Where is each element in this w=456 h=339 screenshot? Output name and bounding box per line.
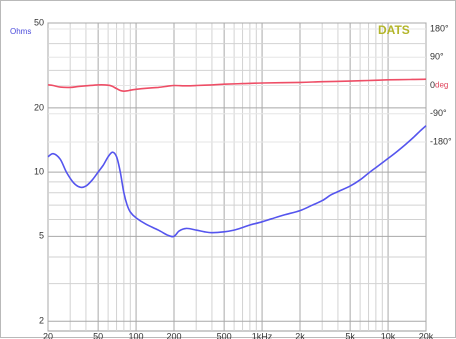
right-tick-label: 0deg [430,80,448,90]
x-tick-label: 20k [419,331,434,339]
plot-area [47,22,427,332]
magnitude-line [47,125,427,238]
right-tick-label: 180° [430,23,449,33]
x-tick-label: 2k [295,331,305,339]
right-tick-label: -180° [430,136,452,146]
grid [47,22,427,331]
left-tick-label: 50 [34,17,44,27]
x-tick-label: 100 [129,331,144,339]
left-tick-label: 5 [39,231,44,241]
series-lines [47,78,427,238]
right-tick-label: 90° [430,52,444,62]
right-axis-unit: deg [435,81,448,90]
left-tick-label: 20 [34,102,44,112]
phase-line [47,78,427,92]
left-axis-unit: Ohms [10,27,31,36]
x-tick-labels: 20 50 100 200 500 1kHz 2k 5k 10k 20k [43,331,434,339]
right-tick-labels: 180° 90° 0deg -90° -180° [430,23,452,146]
x-tick-label: 1kHz [252,331,273,339]
x-tick-label: 20 [43,331,53,339]
left-tick-labels: 50 20 10 5 2 [34,17,44,325]
x-tick-label: 200 [166,331,181,339]
x-tick-label: 50 [93,331,103,339]
x-tick-label: 500 [217,331,232,339]
left-tick-label: 10 [34,166,44,176]
x-tick-label: 5k [345,331,355,339]
left-tick-label: 2 [39,316,44,326]
right-tick-label: -90° [430,108,447,118]
dats-watermark: DATS [378,23,410,37]
x-tick-label: 10k [381,331,396,339]
